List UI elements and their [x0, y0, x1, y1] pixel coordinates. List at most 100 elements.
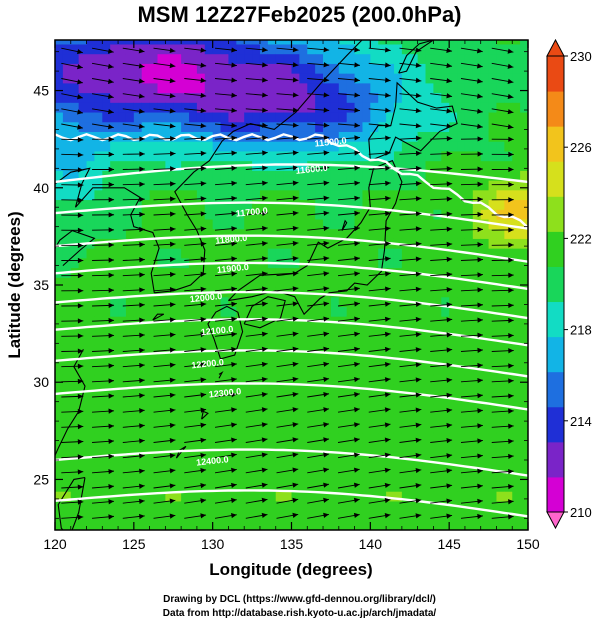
temperature-cell — [315, 92, 324, 103]
temperature-cell — [370, 461, 379, 473]
temperature-cell — [125, 111, 135, 123]
x-tick-label: 130 — [201, 536, 225, 552]
wind-arrow — [460, 317, 483, 323]
temperature-cell — [323, 102, 332, 113]
temperature-cell — [472, 520, 482, 530]
temperature-cell — [488, 111, 498, 123]
temperature-cell — [204, 92, 214, 103]
temperature-cell — [220, 374, 230, 385]
wind-arrow — [184, 107, 207, 114]
temperature-cell — [472, 53, 482, 64]
temperature-cell — [504, 102, 513, 113]
temperature-cell — [409, 481, 419, 492]
wind-arrow — [430, 62, 453, 69]
temperature-cell — [315, 491, 324, 502]
temperature-cell — [236, 500, 245, 512]
temperature-cell — [133, 403, 143, 414]
temperature-cell — [267, 189, 277, 201]
temperature-cell — [78, 374, 88, 385]
temperature-cell — [149, 432, 159, 444]
temperature-cell — [118, 267, 127, 278]
temperature-cell — [259, 141, 269, 152]
temperature-cell — [401, 121, 411, 132]
temperature-cell — [338, 384, 348, 395]
temperature-cell — [244, 189, 253, 201]
temperature-cell — [315, 461, 324, 473]
temperature-cell — [212, 442, 222, 453]
wind-arrow — [153, 392, 176, 398]
temperature-cell — [393, 306, 403, 317]
temperature-cell — [267, 374, 277, 385]
temperature-cell — [512, 267, 521, 278]
temperature-cell — [512, 209, 521, 220]
temperature-cell — [441, 510, 450, 521]
temperature-cell — [244, 43, 253, 55]
temperature-cell — [496, 442, 505, 453]
temperature-cell — [512, 189, 521, 201]
temperature-cell — [401, 170, 411, 181]
wind-arrow — [491, 257, 514, 263]
temperature-cell — [110, 82, 119, 94]
wind-arrow — [460, 377, 483, 384]
temperature-cell — [370, 141, 379, 152]
temperature-cell — [86, 199, 96, 210]
temperature-cell — [118, 228, 127, 239]
wind-arrow — [61, 78, 83, 85]
wind-arrow — [184, 347, 207, 353]
temperature-cell — [157, 306, 166, 317]
wind-arrow — [337, 392, 360, 398]
temperature-cell — [464, 520, 474, 530]
temperature-cell — [520, 102, 528, 113]
temperature-cell — [78, 403, 88, 414]
temperature-cell — [133, 257, 143, 269]
temperature-cell — [512, 199, 521, 210]
temperature-cell — [244, 121, 253, 132]
temperature-cell — [338, 393, 348, 405]
temperature-cell — [275, 53, 285, 64]
temperature-cell — [212, 481, 222, 492]
temperature-cell — [449, 257, 458, 269]
temperature-cell — [62, 500, 72, 512]
temperature-cell — [409, 286, 419, 298]
temperature-cell — [141, 92, 151, 103]
temperature-cell — [196, 423, 206, 434]
temperature-cell — [330, 345, 340, 356]
temperature-cell — [165, 355, 174, 366]
temperature-cell — [409, 325, 419, 337]
temperature-cell — [433, 73, 442, 84]
temperature-cell — [378, 364, 387, 376]
wind-arrow — [245, 210, 268, 216]
temperature-cell — [86, 141, 96, 152]
wind-arrow — [399, 332, 422, 338]
wind-arrow — [184, 392, 207, 398]
wind-arrow — [460, 78, 483, 84]
temperature-cell — [94, 102, 103, 113]
temperature-cell — [504, 111, 513, 123]
temperature-cell — [204, 102, 214, 113]
temperature-cell — [472, 43, 482, 55]
temperature-cell — [425, 452, 434, 463]
temperature-cell — [480, 296, 490, 307]
temperature-cell — [291, 170, 300, 181]
temperature-cell — [401, 452, 411, 463]
temperature-cell — [149, 111, 159, 123]
temperature-cell — [409, 199, 419, 210]
wind-arrow — [368, 316, 391, 322]
temperature-cell — [433, 355, 442, 366]
wind-arrow — [61, 137, 84, 143]
temperature-cell — [94, 413, 103, 424]
temperature-cell — [141, 500, 151, 512]
temperature-cell — [86, 73, 96, 84]
temperature-cell — [173, 267, 182, 278]
wind-arrow — [153, 226, 176, 232]
temperature-cell — [275, 306, 285, 317]
temperature-cell — [401, 364, 411, 376]
temperature-cell — [252, 111, 261, 123]
wind-arrow — [92, 136, 115, 142]
temperature-cell — [62, 63, 72, 74]
temperature-cell — [204, 442, 214, 453]
temperature-cell — [338, 461, 348, 473]
temperature-cell — [480, 111, 490, 123]
temperature-cell — [173, 73, 182, 84]
temperature-cell — [86, 40, 96, 45]
